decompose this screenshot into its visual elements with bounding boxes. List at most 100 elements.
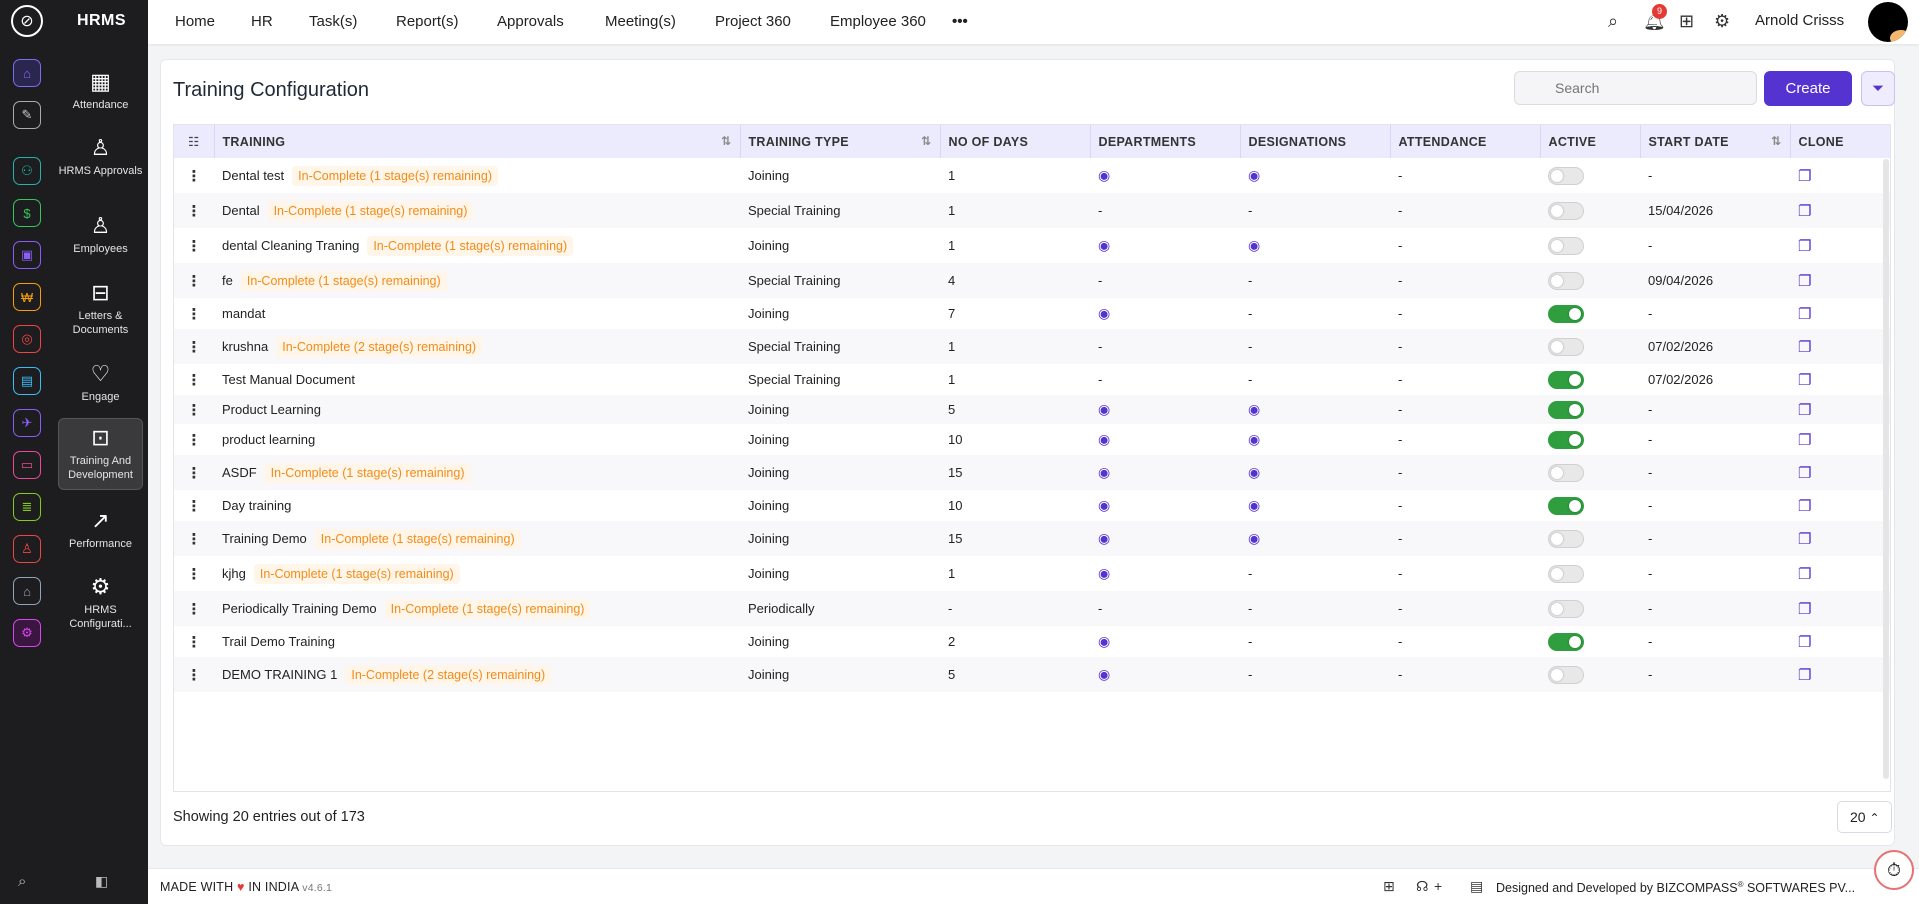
sort-icon[interactable]: ⇅ [921,134,932,148]
active-toggle[interactable] [1548,400,1584,419]
column-header-start-date[interactable]: START DATE ⇅ [1640,125,1791,158]
nav-approvals[interactable]: Approvals [497,13,564,30]
target-app-icon[interactable]: ◎ [13,325,41,353]
column-header-training-type[interactable]: TRAINING TYPE ⇅ [740,125,941,158]
row-actions-kebab-icon[interactable]: ⋮ [186,202,202,220]
table-row[interactable]: ⋮ Day training Joining 10 ◉ ◉ - - ❐ [174,490,1890,521]
row-actions-kebab-icon[interactable]: ⋮ [186,371,202,389]
active-toggle[interactable] [1548,201,1584,220]
search-icon[interactable]: ⌕ [1608,11,1619,31]
box-app-icon[interactable]: ▤ [13,367,41,395]
more-menu-icon[interactable]: ••• [952,13,968,30]
windows-icon[interactable]: ⊞ [1383,878,1395,894]
table-row[interactable]: ⋮ kjhg In-Complete (1 stage(s) remaining) J… [174,556,1890,591]
search-icon[interactable]: ⌕ [18,873,27,890]
monitor-app-icon[interactable]: ▭ [13,451,41,479]
headset-icon[interactable]: ☊ [1416,878,1429,894]
search-input[interactable] [1514,71,1757,105]
module-attendance[interactable]: ▦ Attendance [58,63,143,115]
pin-app-icon[interactable]: ✎ [13,101,41,129]
training-name[interactable]: Trail Demo Training [222,634,335,649]
active-toggle[interactable] [1548,236,1584,255]
table-row[interactable]: ⋮ Periodically Training Demo In-Complete (… [174,591,1890,626]
table-row[interactable]: ⋮ Test Manual Document Special Training 1 - -… [174,364,1890,395]
active-toggle[interactable] [1548,337,1584,356]
collapse-sidebar-icon[interactable]: ◧ [95,873,109,889]
document-app-icon[interactable]: ≣ [13,493,41,521]
copy-icon[interactable]: ❐ [1798,371,1812,389]
row-actions-kebab-icon[interactable]: ⋮ [186,272,202,290]
designations-view-eye-icon[interactable]: ◉ [1248,497,1261,513]
table-scrollbar[interactable] [1883,159,1889,779]
avatar[interactable] [1868,2,1908,42]
nav-tasks[interactable]: Task(s) [309,13,358,30]
active-toggle[interactable] [1548,463,1584,482]
departments-view-eye-icon[interactable]: ◉ [1098,666,1111,682]
table-row[interactable]: ⋮ Training Demo In-Complete (1 stage(s) re… [174,521,1890,556]
table-row[interactable]: ⋮ product learning Joining 10 ◉ ◉ - - ❐ [174,424,1890,455]
copy-icon[interactable]: ❐ [1798,431,1812,449]
copy-icon[interactable]: ❐ [1798,600,1812,618]
table-row[interactable]: ⋮ Product Learning Joining 5 ◉ ◉ - - ❐ [174,395,1890,424]
copy-icon[interactable]: ❐ [1798,497,1812,515]
active-toggle[interactable] [1548,529,1584,548]
training-name[interactable]: ASDF [222,465,257,480]
training-name[interactable]: product learning [222,432,316,447]
designations-view-eye-icon[interactable]: ◉ [1248,431,1261,447]
training-name[interactable]: Training Demo [222,531,307,546]
departments-view-eye-icon[interactable]: ◉ [1098,565,1111,581]
page-size-select[interactable]: 20 ⌃ [1837,801,1892,833]
copy-icon[interactable]: ❐ [1798,167,1812,185]
stopwatch-icon[interactable]: ⏱ [1874,850,1914,890]
training-name[interactable]: Dental [222,203,260,218]
table-row[interactable]: ⋮ DEMO TRAINING 1 In-Complete (2 stage(s) … [174,657,1890,692]
module-engage[interactable]: ♡ Engage [58,355,143,407]
training-name[interactable]: Day training [222,498,292,513]
training-name[interactable]: DEMO TRAINING 1 [222,667,338,682]
nav-hr[interactable]: HR [251,13,273,30]
house-app-icon[interactable]: ⌂ [13,577,41,605]
settings-app-icon[interactable]: ⚙ [13,619,41,647]
copy-icon[interactable]: ❐ [1798,401,1812,419]
active-toggle[interactable] [1548,271,1584,290]
departments-view-eye-icon[interactable]: ◉ [1098,464,1111,480]
training-name[interactable]: fe [222,273,233,288]
sort-icon[interactable]: ⇅ [1771,134,1782,148]
table-row[interactable]: ⋮ Dental test In-Complete (1 stage(s) rema… [174,158,1890,193]
training-name[interactable]: Periodically Training Demo [222,601,377,616]
departments-view-eye-icon[interactable]: ◉ [1098,305,1111,321]
training-name[interactable]: krushna [222,339,269,354]
copy-icon[interactable]: ❐ [1798,530,1812,548]
active-toggle[interactable] [1548,304,1584,323]
designations-view-eye-icon[interactable]: ◉ [1248,237,1261,253]
training-name[interactable]: dental Cleaning Traning [222,238,360,253]
training-name[interactable]: Product Learning [222,402,322,417]
compass-logo-icon[interactable]: ⊘ [11,5,43,37]
copy-icon[interactable]: ❐ [1798,202,1812,220]
designations-view-eye-icon[interactable]: ◉ [1248,464,1261,480]
filter-icon[interactable]: ⏷ [1861,71,1895,106]
departments-view-eye-icon[interactable]: ◉ [1098,167,1111,183]
module-hrms-configuration[interactable]: ⚙ HRMS Configurati... [58,568,143,632]
departments-view-eye-icon[interactable]: ◉ [1098,237,1111,253]
departments-view-eye-icon[interactable]: ◉ [1098,401,1111,417]
module-letters-documents[interactable]: ⊟ Letters & Documents [58,274,143,338]
create-button[interactable]: Create [1764,71,1852,106]
active-toggle[interactable] [1548,564,1584,583]
plane-app-icon[interactable]: ✈ [13,409,41,437]
active-toggle[interactable] [1548,599,1584,618]
row-actions-kebab-icon[interactable]: ⋮ [186,401,202,419]
module-performance[interactable]: ↗ Performance [58,502,143,554]
row-actions-kebab-icon[interactable]: ⋮ [186,237,202,255]
table-row[interactable]: ⋮ krushna In-Complete (2 stage(s) remainin… [174,329,1890,364]
module-hrms-approvals[interactable]: ♙ HRMS Approvals [58,129,143,191]
column-settings-icon[interactable]: ☷ [174,125,215,158]
row-actions-kebab-icon[interactable]: ⋮ [186,167,202,185]
training-name[interactable]: Test Manual Document [222,372,355,387]
apps-grid-icon[interactable]: ⊞ [1679,11,1695,31]
copy-icon[interactable]: ❐ [1798,666,1812,684]
table-row[interactable]: ⋮ fe In-Complete (1 stage(s) remaining) Spe… [174,263,1890,298]
row-actions-kebab-icon[interactable]: ⋮ [186,633,202,651]
row-actions-kebab-icon[interactable]: ⋮ [186,464,202,482]
designations-view-eye-icon[interactable]: ◉ [1248,167,1261,183]
